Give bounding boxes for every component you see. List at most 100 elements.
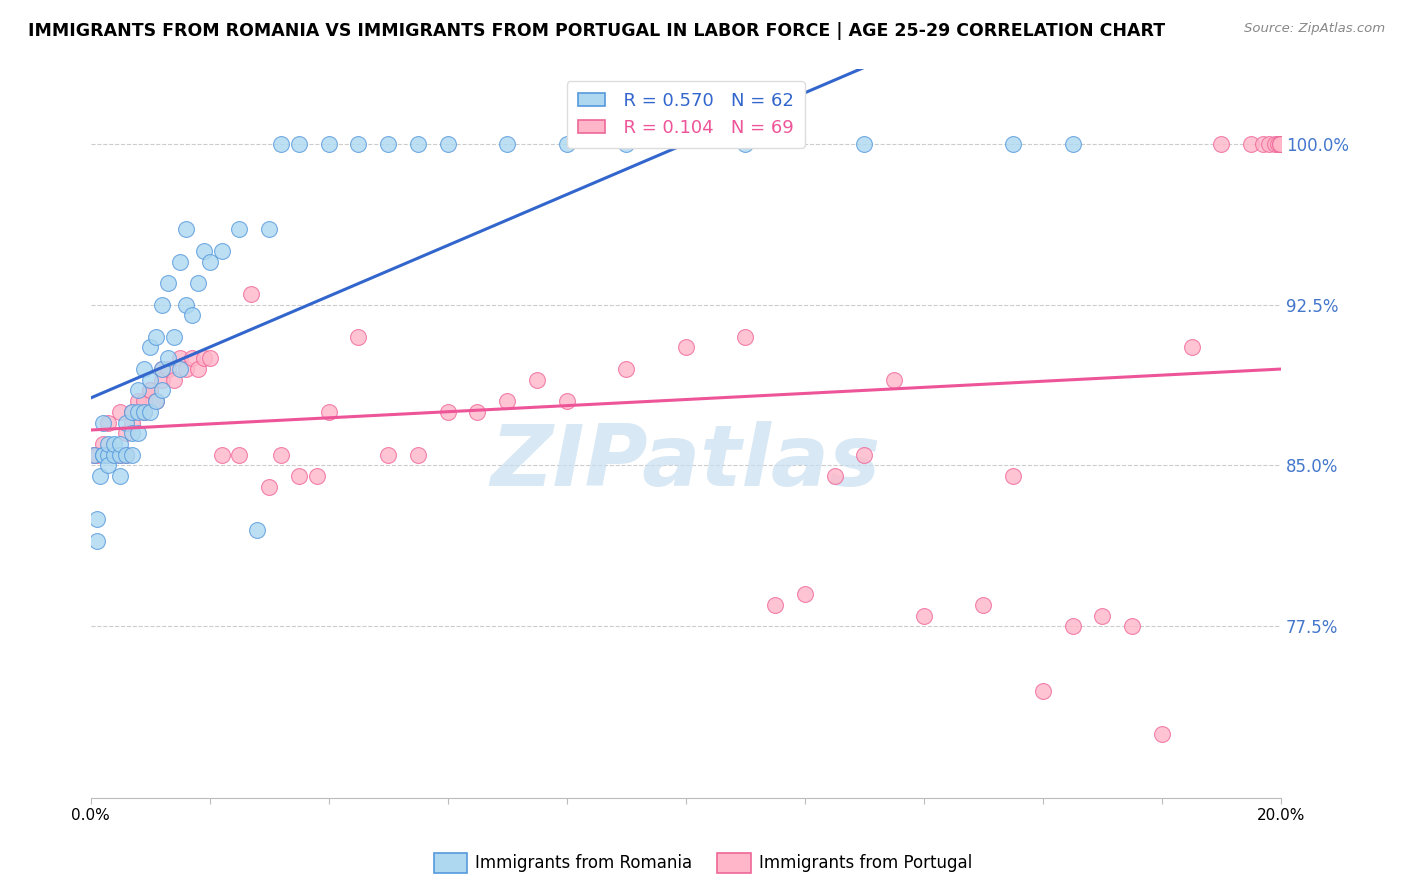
Point: [174, 362, 197, 376]
Point: [240, 286, 263, 301]
Point: [614, 362, 637, 376]
Point: [180, 351, 202, 366]
Point: [145, 330, 167, 344]
Point: [972, 598, 994, 612]
Point: [169, 351, 191, 366]
Point: [257, 480, 280, 494]
Point: [436, 136, 458, 151]
Point: [211, 448, 233, 462]
Point: [824, 469, 846, 483]
Point: [83, 448, 105, 462]
Point: [110, 448, 132, 462]
Point: [614, 136, 637, 151]
Point: [193, 244, 215, 258]
Point: [150, 384, 173, 398]
Point: [763, 598, 786, 612]
Legend: Immigrants from Romania, Immigrants from Portugal: Immigrants from Romania, Immigrants from…: [427, 847, 979, 880]
Point: [377, 448, 399, 462]
Point: [436, 405, 458, 419]
Point: [496, 394, 519, 409]
Point: [115, 416, 138, 430]
Point: [139, 341, 162, 355]
Point: [174, 222, 197, 236]
Point: [86, 448, 108, 462]
Point: [467, 405, 489, 419]
Point: [555, 136, 578, 151]
Point: [169, 362, 191, 376]
Point: [912, 608, 935, 623]
Point: [150, 373, 173, 387]
Point: [156, 276, 179, 290]
Point: [318, 405, 340, 419]
Point: [288, 469, 311, 483]
Point: [103, 437, 125, 451]
Point: [139, 384, 162, 398]
Point: [174, 297, 197, 311]
Point: [150, 297, 173, 311]
Point: [853, 136, 876, 151]
Point: [1268, 136, 1291, 151]
Point: [97, 448, 120, 462]
Point: [134, 394, 156, 409]
Point: [121, 448, 143, 462]
Point: [406, 136, 429, 151]
Point: [1032, 683, 1054, 698]
Point: [110, 448, 132, 462]
Point: [347, 136, 370, 151]
Point: [134, 405, 156, 419]
Point: [1150, 727, 1173, 741]
Point: [734, 330, 756, 344]
Point: [127, 394, 149, 409]
Point: [1062, 136, 1084, 151]
Legend:   R = 0.570   N = 62,   R = 0.104   N = 69: R = 0.570 N = 62, R = 0.104 N = 69: [567, 81, 804, 148]
Point: [110, 437, 132, 451]
Point: [555, 394, 578, 409]
Point: [145, 394, 167, 409]
Point: [121, 405, 143, 419]
Point: [169, 254, 191, 268]
Point: [150, 362, 173, 376]
Point: [193, 351, 215, 366]
Point: [163, 373, 186, 387]
Point: [228, 222, 250, 236]
Point: [1002, 469, 1025, 483]
Point: [91, 416, 114, 430]
Point: [110, 405, 132, 419]
Point: [406, 448, 429, 462]
Point: [1181, 341, 1204, 355]
Point: [163, 330, 186, 344]
Point: [91, 437, 114, 451]
Point: [496, 136, 519, 151]
Text: ZIPatlas: ZIPatlas: [491, 421, 882, 504]
Point: [89, 469, 111, 483]
Point: [115, 448, 138, 462]
Point: [883, 373, 905, 387]
Point: [103, 448, 125, 462]
Point: [228, 448, 250, 462]
Point: [139, 405, 162, 419]
Point: [1121, 619, 1143, 633]
Point: [91, 448, 114, 462]
Point: [288, 136, 311, 151]
Point: [121, 416, 143, 430]
Point: [134, 405, 156, 419]
Point: [1258, 136, 1281, 151]
Point: [1002, 136, 1025, 151]
Point: [853, 448, 876, 462]
Point: [793, 587, 815, 601]
Point: [198, 351, 221, 366]
Point: [1062, 619, 1084, 633]
Point: [1211, 136, 1233, 151]
Point: [97, 448, 120, 462]
Point: [83, 448, 105, 462]
Point: [187, 362, 209, 376]
Point: [145, 394, 167, 409]
Point: [127, 426, 149, 441]
Point: [97, 416, 120, 430]
Point: [318, 136, 340, 151]
Point: [121, 426, 143, 441]
Point: [257, 222, 280, 236]
Point: [180, 308, 202, 322]
Point: [1264, 136, 1286, 151]
Point: [1270, 136, 1292, 151]
